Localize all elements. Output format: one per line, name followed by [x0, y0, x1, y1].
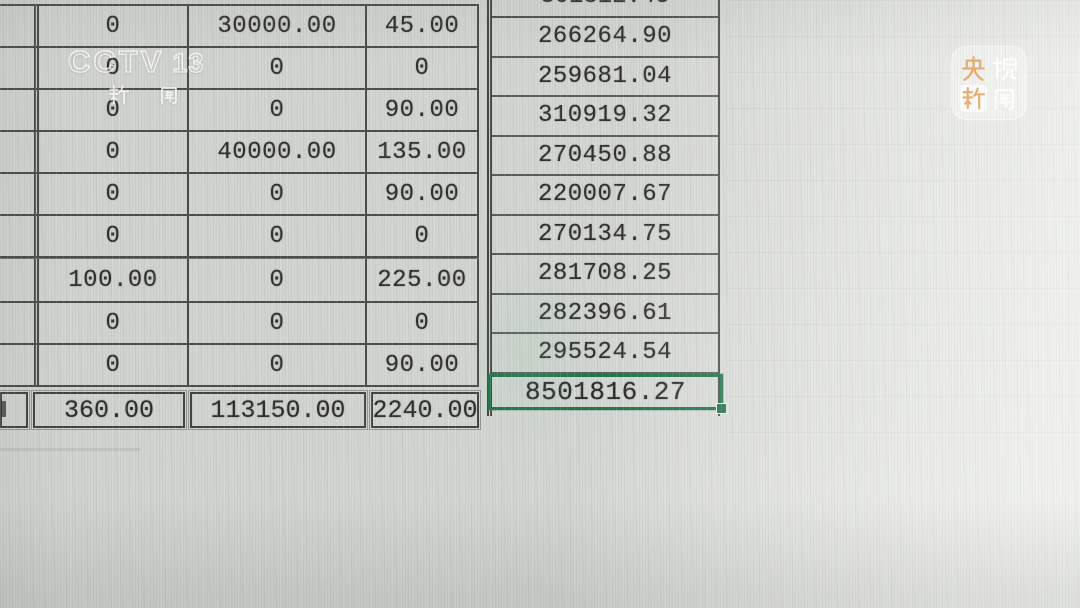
cctv13-watermark: CCTV 13: [67, 43, 288, 105]
table-row: 0 0 0: [0, 48, 479, 90]
fill-handle[interactable]: [716, 403, 727, 414]
table-row: 0 0 90.00: [0, 174, 479, 216]
cell-qty3[interactable]: 45.00: [367, 6, 479, 46]
xin-char-glyph: [108, 84, 130, 106]
partial-glyph: [1, 401, 6, 417]
cell-qty1[interactable]: 0: [39, 303, 189, 343]
cell-edge[interactable]: [0, 174, 39, 214]
cell-qty1[interactable]: 0: [39, 90, 189, 130]
total-qty2[interactable]: 113150.00: [187, 389, 369, 431]
wen-char-glyph: [991, 85, 1018, 112]
amount-cell[interactable]: 295524.54: [492, 334, 718, 374]
wen-char-glyph: [158, 84, 180, 106]
amount-cell[interactable]: 270134.75: [492, 216, 718, 255]
cell-qty2[interactable]: 0: [189, 259, 367, 301]
screen-smudge: [0, 448, 140, 451]
cell-edge[interactable]: [0, 48, 39, 88]
cell-edge[interactable]: [0, 303, 39, 343]
yang-char-glyph: [960, 55, 987, 82]
cell-qty1[interactable]: 0: [39, 6, 189, 46]
table-row: 0 40000.00 135.00: [0, 132, 479, 174]
cell-qty2[interactable]: 30000.00: [189, 6, 367, 46]
total-qty3[interactable]: 2240.00: [368, 389, 482, 431]
table-row: 0 0 0: [0, 303, 479, 345]
cell-edge[interactable]: [0, 216, 39, 256]
cell-qty1[interactable]: 0: [39, 216, 189, 256]
cctv-news-app-watermark: [951, 46, 1027, 120]
table-row: 0 30000.00 45.00: [0, 6, 479, 48]
cell-qty3[interactable]: 225.00: [367, 259, 479, 301]
amount-cell[interactable]: 266264.90: [492, 18, 718, 58]
cell-qty3[interactable]: 90.00: [367, 345, 479, 385]
cell-qty3[interactable]: 90.00: [367, 174, 479, 214]
cell-qty2[interactable]: 0: [189, 216, 367, 256]
cell-qty2[interactable]: 0: [189, 48, 367, 88]
amount-column: 301812.45 266264.90 259681.04 310919.32 …: [487, 0, 727, 416]
cell-edge[interactable]: [0, 132, 39, 172]
table-row: 0 0 90.00: [0, 90, 479, 132]
table-row: 0 0 90.00: [0, 345, 479, 387]
cell-qty3[interactable]: 135.00: [367, 132, 479, 172]
amount-cell[interactable]: 310919.32: [492, 97, 718, 137]
cell-qty3[interactable]: 0: [367, 48, 479, 88]
totals-row: 360.00 113150.00 2240.00: [0, 389, 482, 431]
amount-cell-clipped[interactable]: 301812.45: [492, 0, 718, 18]
cell-edge[interactable]: [0, 345, 39, 385]
cell-qty1[interactable]: 0: [39, 345, 189, 385]
cell-qty3[interactable]: 0: [367, 303, 479, 343]
cctv-news-subtitle: [108, 84, 180, 106]
cell-qty3[interactable]: 90.00: [367, 90, 479, 130]
table-row: 0 0 0: [0, 216, 479, 258]
cctv-channel-number: 13: [172, 47, 205, 78]
cell-qty2[interactable]: 0: [189, 345, 367, 385]
empty-grid-area: [726, 0, 1080, 450]
selected-cell[interactable]: 8501816.27: [488, 374, 727, 414]
amount-cell[interactable]: 281708.25: [492, 255, 718, 295]
cctv-wordmark: CCTV: [67, 43, 165, 79]
cell-qty2[interactable]: 0: [189, 90, 367, 130]
cell-qty2[interactable]: 40000.00: [189, 132, 367, 172]
cell-qty3[interactable]: 0: [367, 216, 479, 256]
xin-char-glyph: [960, 84, 987, 112]
amount-cell[interactable]: 270450.88: [492, 137, 718, 176]
cell-edge[interactable]: [0, 6, 39, 46]
spreadsheet-left-columns: 0 30000.00 45.00 0 0 0 0 0 90.00 0 40000…: [0, 4, 479, 387]
cell-qty2[interactable]: 0: [189, 303, 367, 343]
cell-qty1[interactable]: 100.00: [39, 259, 189, 301]
cell-edge[interactable]: [0, 259, 39, 301]
amount-cell[interactable]: 220007.67: [492, 176, 718, 216]
cell-qty1[interactable]: 0: [39, 132, 189, 172]
cell-qty1[interactable]: 0: [39, 48, 189, 88]
cell-edge[interactable]: [0, 90, 39, 130]
shi-char-glyph: [991, 55, 1018, 82]
amount-cell[interactable]: 282396.61: [492, 295, 718, 334]
amount-cell[interactable]: 259681.04: [492, 58, 718, 97]
cell-qty1[interactable]: 0: [39, 174, 189, 214]
cell-qty2[interactable]: 0: [189, 174, 367, 214]
total-cell-edge[interactable]: [0, 389, 31, 431]
total-qty1[interactable]: 360.00: [30, 389, 188, 431]
selected-cell-value: 8501816.27: [524, 377, 687, 407]
table-row: 100.00 0 225.00: [0, 258, 479, 303]
